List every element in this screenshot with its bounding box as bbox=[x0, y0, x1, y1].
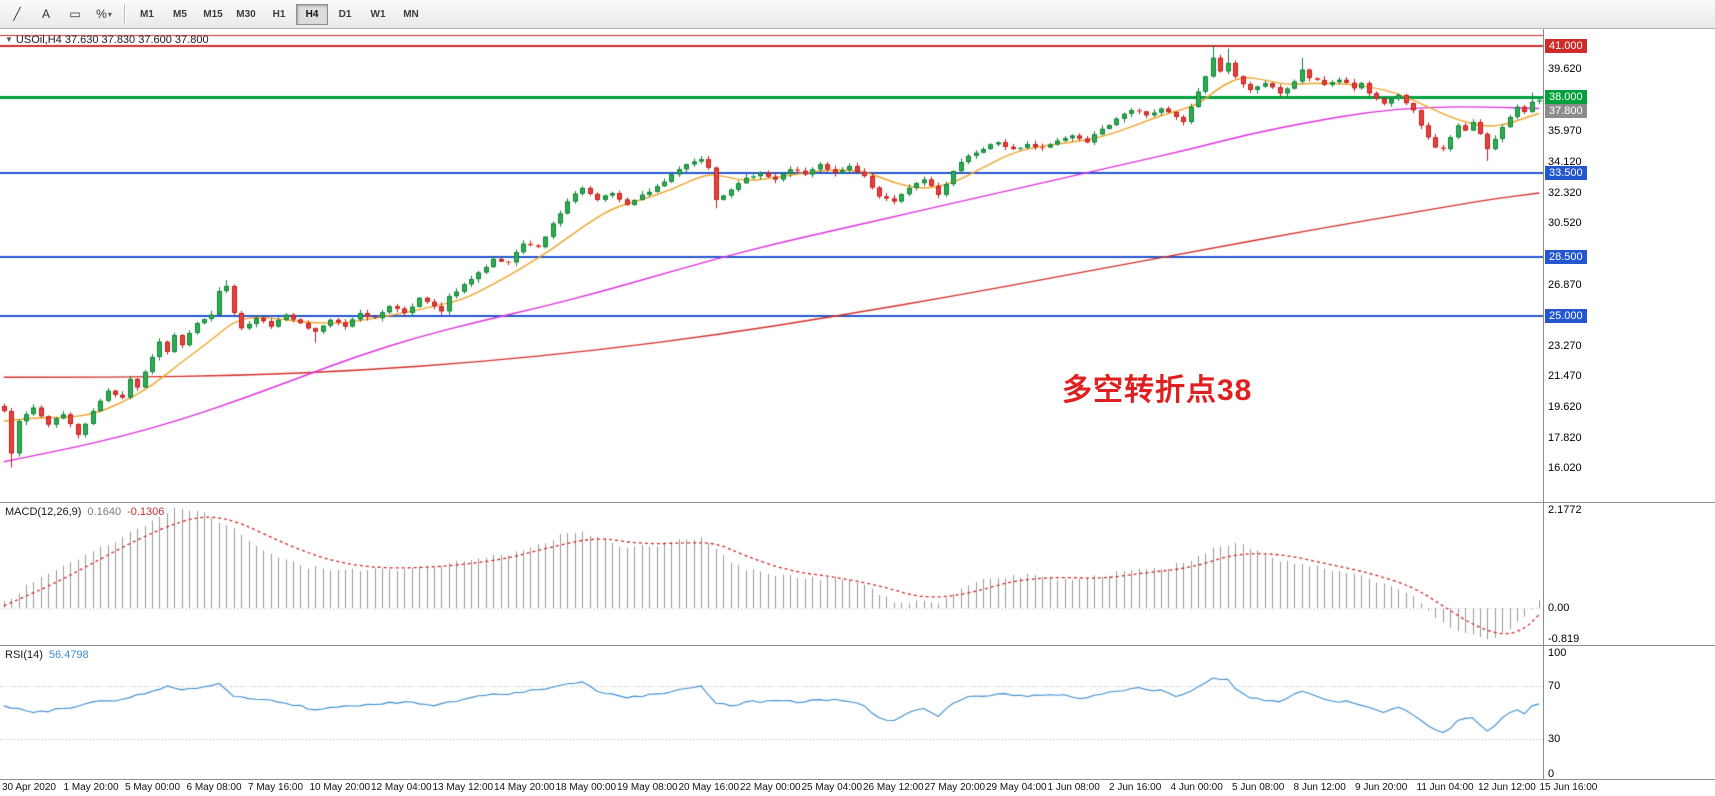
macd-main-value: 0.1640 bbox=[87, 506, 122, 518]
macd-scale-label: -0.819 bbox=[1548, 633, 1580, 645]
time-axis-label: 5 May 00:00 bbox=[125, 782, 181, 793]
rsi-pane-canvas[interactable] bbox=[0, 646, 1543, 779]
time-axis-label: 22 May 00:00 bbox=[740, 782, 801, 793]
time-axis-label: 29 May 04:00 bbox=[986, 782, 1047, 793]
price-tag-28.500: 28.500 bbox=[1545, 250, 1587, 265]
macd-scale-label: 2.1772 bbox=[1548, 504, 1582, 516]
timeframe-button-w1[interactable]: W1 bbox=[370, 8, 386, 20]
time-axis-label: 20 May 16:00 bbox=[678, 782, 740, 793]
time-axis-label: 1 May 20:00 bbox=[63, 782, 119, 793]
timeframe-button-h4[interactable]: H4 bbox=[296, 3, 328, 25]
time-axis-label: 7 May 16:00 bbox=[248, 782, 304, 793]
timeframe-button-m30[interactable]: M30 bbox=[236, 8, 256, 20]
time-axis-label: 2 Jun 16:00 bbox=[1109, 782, 1162, 793]
price-tick-label: 17.820 bbox=[1548, 431, 1582, 444]
toolbar: ╱ A ▭ % ▾ M1 M5 M15 M30 H1 H4 D1 W1 MN bbox=[0, 0, 1715, 29]
price-tag-37.800: 37.800 bbox=[1545, 103, 1587, 118]
toolbar-separator bbox=[124, 4, 125, 24]
macd-name: MACD(12,26,9) bbox=[5, 506, 82, 518]
shapes-tool-icon[interactable]: ▭ bbox=[69, 7, 81, 21]
time-axis-label: 30 Apr 2020 bbox=[2, 782, 56, 793]
rsi-scale-label: 30 bbox=[1548, 733, 1561, 746]
macd-scale-label: 0.00 bbox=[1548, 602, 1570, 615]
timeframe-button-m15[interactable]: M15 bbox=[203, 8, 223, 20]
macd-label: MACD(12,26,9) 0.1640 -0.1306 bbox=[5, 506, 164, 518]
rsi-scale-label: 70 bbox=[1548, 679, 1561, 692]
price-tick-label: 19.620 bbox=[1548, 401, 1582, 414]
price-tick-label: 34.120 bbox=[1548, 156, 1582, 169]
time-axis-label: 26 May 12:00 bbox=[863, 782, 924, 793]
chart-text-annotation[interactable]: 多空转折点38 bbox=[1062, 374, 1253, 407]
rsi-name: RSI(14) bbox=[5, 649, 43, 661]
time-axis-label: 8 Jun 12:00 bbox=[1293, 782, 1346, 793]
price-tag-41.000: 41.000 bbox=[1545, 39, 1587, 53]
text-label-tool-icon[interactable]: A bbox=[41, 7, 50, 21]
rsi-value: 56.4798 bbox=[48, 649, 89, 661]
time-axis-label: 6 May 08:00 bbox=[186, 782, 242, 793]
dropdown-caret-icon[interactable]: ▾ bbox=[107, 9, 112, 19]
time-axis-label: 1 Jun 08:00 bbox=[1047, 782, 1100, 793]
timeframe-button-h1[interactable]: H1 bbox=[272, 8, 286, 20]
symbol-ohlc-text: USOil,H4 37.630 37.830 37.600 37.800 bbox=[15, 34, 209, 46]
price-tick-label: 21.470 bbox=[1548, 370, 1582, 383]
symbol-header: ▼ USOil,H4 37.630 37.830 37.600 37.800 bbox=[5, 34, 209, 46]
main-chart-canvas[interactable] bbox=[0, 29, 1543, 502]
timeframe-button-d1[interactable]: D1 bbox=[338, 8, 352, 20]
price-scale[interactable]: 39.620 35.970 34.120 32.320 30.520 26.870 23.2… bbox=[1543, 29, 1715, 780]
time-axis-label: 15 Jun 16:00 bbox=[1539, 782, 1598, 793]
time-axis-label: 4 Jun 00:00 bbox=[1170, 782, 1223, 793]
timeframe-button-mn[interactable]: MN bbox=[403, 8, 419, 20]
line-studies-toolbar: ╱ A ▭ % ▾ bbox=[3, 3, 118, 26]
pane-splitter-rsi[interactable] bbox=[0, 645, 1715, 646]
time-axis-label: 18 May 00:00 bbox=[555, 782, 617, 793]
price-tick-label: 16.020 bbox=[1548, 462, 1582, 475]
time-axis-label: 9 Jun 20:00 bbox=[1355, 782, 1408, 793]
time-axis-label: 11 Jun 04:00 bbox=[1416, 782, 1474, 793]
time-axis-label: 19 May 08:00 bbox=[617, 782, 678, 793]
timeframe-button-m1[interactable]: M1 bbox=[140, 8, 154, 20]
pane-splitter-macd[interactable] bbox=[0, 502, 1715, 503]
price-tag-38.000: 38.000 bbox=[1545, 89, 1587, 104]
time-axis-label: 10 May 20:00 bbox=[309, 782, 371, 793]
price-tick-label: 26.870 bbox=[1548, 278, 1582, 291]
price-tick-label: 39.620 bbox=[1548, 63, 1582, 76]
time-axis-label: 14 May 20:00 bbox=[494, 782, 555, 793]
timeframes-toolbar: M1 M5 M15 M30 H1 H4 D1 W1 MN bbox=[131, 3, 427, 25]
time-axis-label: 25 May 04:00 bbox=[801, 782, 863, 793]
time-axis-label: 12 Jun 12:00 bbox=[1478, 782, 1536, 793]
macd-pane-canvas[interactable] bbox=[0, 503, 1543, 645]
time-axis[interactable]: 30 Apr 2020 1 May 20:00 5 May 00:00 6 May 0… bbox=[0, 779, 1715, 796]
price-tick-label: 32.320 bbox=[1548, 186, 1582, 199]
price-tag-33.500: 33.500 bbox=[1545, 165, 1587, 180]
price-tick-label: 23.270 bbox=[1548, 339, 1582, 352]
expand-triangle-icon[interactable]: ▼ bbox=[5, 35, 13, 44]
price-tick-label: 30.520 bbox=[1548, 217, 1582, 230]
time-axis-label: 5 Jun 08:00 bbox=[1232, 782, 1285, 793]
timeframe-button-m5[interactable]: M5 bbox=[173, 8, 187, 20]
rsi-label: RSI(14) 56.4798 bbox=[5, 649, 89, 661]
time-axis-label: 27 May 20:00 bbox=[924, 782, 986, 793]
trendline-tool-icon[interactable]: ╱ bbox=[13, 7, 21, 21]
fibonacci-tool-icon[interactable]: % ▾ bbox=[96, 7, 112, 21]
time-axis-label: 13 May 12:00 bbox=[432, 782, 494, 793]
time-axis-label: 12 May 04:00 bbox=[371, 782, 432, 793]
rsi-scale-label: 100 bbox=[1548, 647, 1567, 659]
macd-signal-value: -0.1306 bbox=[127, 506, 165, 518]
rsi-scale-label: 0 bbox=[1548, 768, 1555, 780]
price-tag-25.000: 25.000 bbox=[1545, 309, 1587, 324]
price-tick-label: 35.970 bbox=[1548, 125, 1582, 137]
chart-window: ▼ USOil,H4 37.630 37.830 37.600 37.800 MA… bbox=[0, 29, 1715, 796]
